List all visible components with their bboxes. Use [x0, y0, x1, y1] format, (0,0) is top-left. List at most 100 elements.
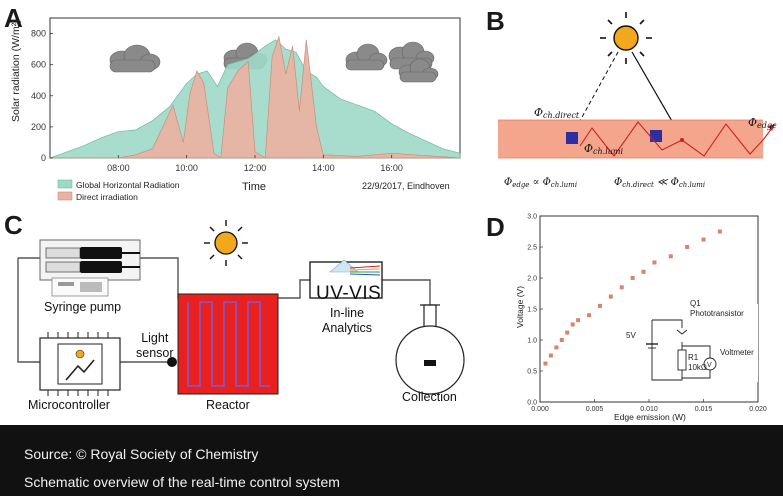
x-tick-label: 16:00 — [380, 163, 403, 173]
legend-label-direct: Direct irradiation — [76, 192, 138, 202]
scatter-point — [576, 318, 581, 323]
x-tick-label: 0.000 — [531, 406, 549, 413]
scatter-point — [685, 245, 690, 249]
panel-a-ylabel: Solar radiation (W/m²) — [10, 19, 22, 122]
channel-square — [566, 132, 578, 144]
uvvis-analyzer — [309, 259, 383, 299]
x-tick-label: 08:00 — [107, 163, 130, 173]
scatter-point — [570, 322, 575, 327]
panel-d-points — [543, 229, 722, 366]
y-tick-label: 2.0 — [527, 276, 537, 283]
panel-b-diagram: Φch.direct Φch.lumi Φedge Φedge ∝ Φch.lu… — [498, 12, 777, 189]
circuit-q1: Q1 — [690, 299, 701, 308]
panel-letter-a: A — [4, 3, 23, 33]
area-series-direct — [50, 35, 461, 159]
caption-source: Source: © Royal Society of Chemistry — [24, 446, 259, 462]
sun-icon — [204, 220, 248, 266]
circuit-voltmeter-symbol: V — [707, 362, 712, 369]
scatter-point — [559, 338, 564, 342]
panel-d-ticks: 0.0 0.5 1.0 1.5 2.0 2.5 3.0 0.000 0.005 0.010 0.01… — [527, 214, 767, 414]
caption-text: Schematic overview of the real-time cont… — [24, 474, 340, 490]
scatter-point — [668, 254, 673, 259]
phi-edge-label: Φedge — [748, 116, 777, 130]
panel-a-chart: 0 200 400 600 800 08:00 10:00 12:00 14:00 16:00 S… — [10, 17, 461, 202]
panel-letter-b: B — [486, 6, 505, 36]
x-tick-label: 10:00 — [175, 163, 198, 173]
panel-c-schematic — [17, 220, 465, 396]
microcontroller — [39, 332, 121, 396]
panel-d-xlabel: Edge emission (W) — [614, 412, 686, 422]
relation-proportional: Φedge ∝ Φch.lumi — [504, 177, 577, 189]
scatter-point — [630, 276, 635, 280]
circuit-voltmeter: Voltmeter — [720, 348, 754, 357]
circuit-diagram — [646, 304, 758, 382]
collection-label: Collection — [402, 390, 457, 404]
x-tick-label: 12:00 — [244, 163, 267, 173]
guided-light-path — [579, 121, 764, 157]
legend-swatch-global — [57, 179, 73, 189]
circuit-r1-value: 10kΩ — [688, 363, 707, 372]
scatter-point — [641, 269, 646, 274]
scatter-point — [701, 237, 706, 242]
legend-label-global: Global Horizontal Radiation — [76, 180, 180, 190]
syringe-pump-label: Syringe pump — [44, 300, 122, 314]
syringe-pump — [39, 239, 141, 297]
y-tick-label: 2.5 — [527, 245, 537, 252]
y-tick-label: 1.5 — [527, 307, 537, 314]
panel-d-ylabel: Voltage (V) — [515, 286, 525, 328]
panel-a-xlabel: Time — [242, 181, 266, 193]
y-tick-label: 400 — [31, 91, 46, 101]
scatter-point — [608, 294, 613, 299]
scatter-point — [652, 260, 657, 265]
scatter-point — [565, 330, 570, 335]
scatter-point — [717, 229, 722, 234]
scatter-point — [548, 353, 553, 358]
x-tick-label: 0.020 — [749, 406, 767, 413]
reactor — [177, 293, 279, 395]
circuit-r1: R1 — [688, 353, 699, 362]
area-series-global — [49, 39, 461, 159]
panel-d-chart: 0.0 0.5 1.0 1.5 2.0 2.5 3.0 0.000 0.005 0.010 0.01… — [515, 214, 767, 423]
reactor-label: Reactor — [206, 398, 250, 412]
panel-a-ticks: 0 200 400 600 800 08:00 10:00 12:00 14:00 16:00 — [31, 29, 403, 173]
relation-much-less: Φch.direct ≪ Φch.lumi — [614, 177, 705, 189]
scatter-point — [543, 361, 548, 366]
collection-flask — [395, 304, 465, 395]
scatter-point — [619, 285, 624, 290]
phi-direct-label: Φch.direct — [534, 106, 580, 120]
cloud-icon — [345, 41, 439, 83]
direct-light-arrow — [575, 51, 619, 129]
uvvis-label: UV-VIS — [316, 283, 382, 304]
x-tick-label: 0.005 — [586, 406, 604, 413]
inline-analytics-label: In-line Analytics — [322, 306, 373, 335]
panel-a-date-note: 22/9/2017, Eindhoven — [362, 181, 450, 191]
y-tick-label: 600 — [31, 60, 46, 70]
y-tick-label: 0.0 — [527, 400, 537, 407]
sun-icon — [75, 349, 85, 359]
channel-square — [650, 130, 662, 142]
caption-bar: Source: © Royal Society of Chemistry Sch… — [0, 425, 783, 496]
panel-letter-c: C — [4, 210, 23, 240]
microcontroller-label: Microcontroller — [28, 398, 110, 412]
y-tick-label: 800 — [31, 29, 46, 39]
x-tick-label: 0.010 — [640, 406, 658, 413]
sun-icon — [600, 12, 652, 64]
y-tick-label: 0 — [41, 153, 46, 163]
panel-letter-d: D — [486, 212, 505, 242]
panel-a-plot-area — [49, 35, 461, 159]
light-sensor-label: Light sensor — [136, 331, 174, 360]
lsc-waveguide — [498, 120, 763, 158]
y-tick-label: 200 — [31, 122, 46, 132]
x-tick-label: 14:00 — [312, 163, 335, 173]
circuit-5v: 5V — [626, 331, 636, 340]
legend-swatch-direct — [57, 191, 73, 201]
scatter-point — [587, 313, 592, 318]
scatter-point — [597, 303, 602, 308]
scatter-point — [554, 345, 559, 350]
x-tick-label: 0.015 — [695, 406, 713, 413]
y-tick-label: 1.0 — [527, 338, 537, 345]
light-sensor-dot — [167, 357, 177, 367]
cloud-icon — [109, 44, 161, 73]
y-tick-label: 3.0 — [527, 214, 537, 221]
circuit-phototransistor: Phototransistor — [690, 309, 744, 318]
